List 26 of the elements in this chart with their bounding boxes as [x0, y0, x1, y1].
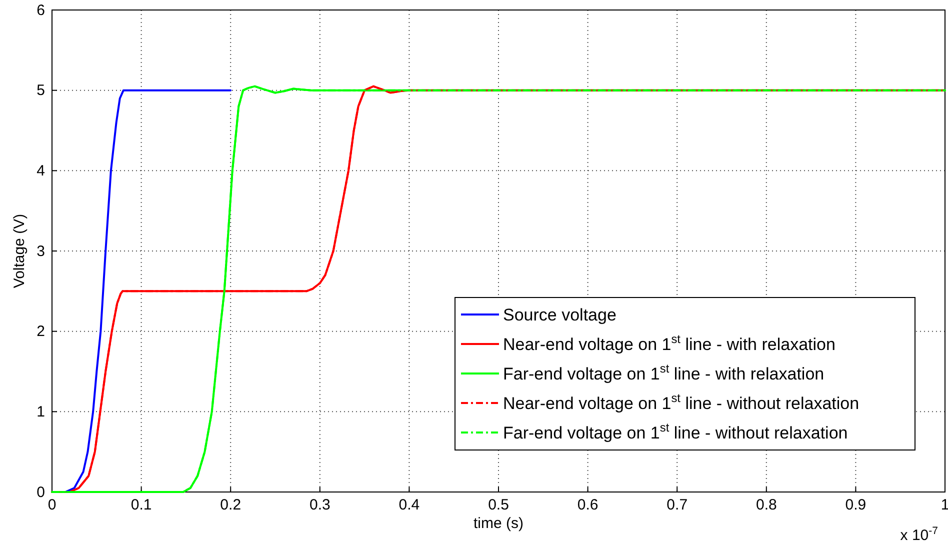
x-tick-label: 0.4: [398, 496, 420, 514]
y-tick-label: 2: [36, 323, 45, 340]
x-tick-label: 0.6: [577, 496, 598, 514]
legend-label: Far-end voltage on 1$^{st}$ line - with relaxation: [503, 362, 824, 384]
y-tick-label: 1: [36, 403, 45, 420]
y-tick-label: 5: [36, 82, 45, 100]
x-tick-label: 0.5: [488, 496, 509, 514]
x-tick-label: 0: [48, 496, 56, 514]
x-tick-label: 0.8: [756, 496, 777, 514]
text: x 10$^{-7}$: [900, 525, 938, 544]
legend-label: Near-end voltage on 1$^{st}$ line - without relaxation: [503, 391, 860, 413]
x-tick-label: 0.3: [309, 496, 330, 514]
legend-label: Far-end voltage on 1$^{st}$ line - without relaxation: [503, 420, 848, 442]
x-axis-title: time (s): [474, 515, 524, 532]
x-tick-label: 0.2: [220, 496, 242, 514]
legend-label: Source voltage: [503, 306, 616, 324]
y-tick-label: 0: [36, 484, 45, 501]
y-tick-label: 3: [36, 242, 45, 260]
legend-label: Near-end voltage on 1$^{st}$ line - with relaxation: [503, 332, 836, 354]
y-tick-label: 6: [36, 2, 45, 19]
x-tick-label: 0.1: [130, 496, 152, 514]
y-tick-label: 4: [36, 162, 45, 180]
x-tick-label: 0.9: [845, 496, 866, 514]
x-tick-label: 0.7: [666, 496, 688, 514]
x-tick-label: 1: [940, 496, 948, 514]
y-axis-title: Voltage (V): [11, 214, 28, 288]
